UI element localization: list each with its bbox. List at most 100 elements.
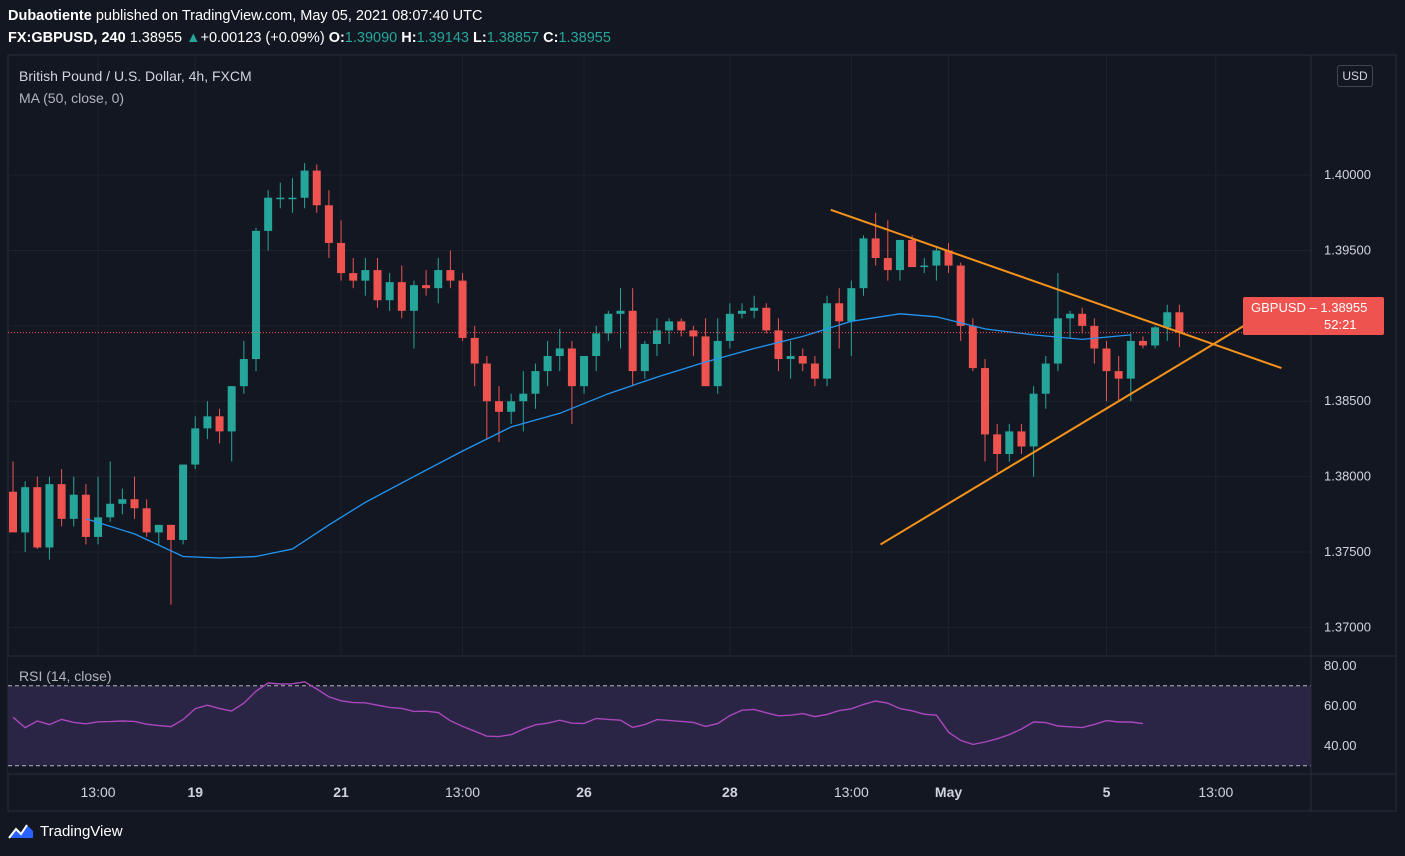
- price-tag-symbol: GBPUSD – 1.38955: [1251, 300, 1368, 315]
- candle: [871, 212, 880, 266]
- candle-body: [713, 340, 722, 387]
- candle: [215, 408, 224, 444]
- candle-body: [689, 330, 698, 337]
- candle: [567, 340, 576, 424]
- candle-body: [252, 230, 260, 360]
- candle-body: [1151, 327, 1160, 346]
- candle-body: [434, 270, 443, 289]
- candle: [847, 280, 856, 357]
- brand[interactable]: TradingView: [8, 822, 123, 840]
- candle-body: [677, 321, 686, 331]
- candle-body: [665, 321, 674, 331]
- candle-body: [1126, 340, 1135, 379]
- candle: [434, 258, 443, 304]
- candle: [835, 288, 844, 349]
- candle-body: [580, 356, 589, 387]
- candle-body: [1053, 318, 1062, 364]
- candle: [920, 258, 929, 274]
- candle-body: [908, 239, 917, 268]
- candle-body: [458, 280, 467, 338]
- candle-body: [1066, 313, 1075, 319]
- candle: [166, 524, 175, 605]
- candle: [45, 476, 54, 560]
- candle-body: [920, 265, 929, 268]
- candle-body: [956, 265, 965, 326]
- candle: [9, 461, 17, 533]
- candle-body: [276, 197, 285, 200]
- candle: [859, 235, 868, 296]
- candle: [1066, 310, 1075, 338]
- candle-body: [1017, 431, 1026, 447]
- chart-title: British Pound / U.S. Dollar, 4h, FXCM: [19, 68, 252, 84]
- candle: [592, 325, 601, 372]
- candle-body: [482, 363, 491, 402]
- candle: [1005, 423, 1014, 462]
- candle-body: [883, 258, 892, 271]
- change-up-icon: ▲: [186, 30, 201, 46]
- candle-body: [324, 205, 333, 243]
- time-tick-label: 13:00: [834, 784, 869, 800]
- rsi-line: [12, 681, 1144, 746]
- candle-body: [1102, 348, 1111, 372]
- close-label: C:: [543, 30, 559, 46]
- candle: [373, 258, 382, 308]
- candle: [21, 481, 30, 553]
- rsi-band: [8, 685, 1311, 766]
- candle: [324, 190, 333, 259]
- candle-body: [798, 356, 807, 364]
- candle-body: [1029, 393, 1038, 447]
- price-tick-label: 1.37500: [1324, 544, 1371, 559]
- candle-body: [264, 197, 273, 231]
- candle-body: [968, 325, 977, 369]
- candle: [738, 303, 746, 319]
- candle: [993, 423, 1002, 473]
- candle-body: [738, 310, 746, 314]
- candle-body: [944, 250, 953, 266]
- candle-body: [1114, 371, 1123, 379]
- candle-body: [701, 336, 710, 387]
- candle-body: [33, 487, 42, 548]
- candle: [154, 524, 163, 545]
- candle-body: [823, 303, 832, 379]
- candle-body: [640, 343, 649, 372]
- candle-body: [288, 197, 297, 200]
- publisher-name[interactable]: Dubaotiente: [8, 8, 92, 24]
- candle-body: [81, 494, 90, 537]
- candle-body: [57, 484, 66, 519]
- candle-body: [725, 313, 734, 341]
- candle-body: [567, 348, 576, 387]
- candle-body: [762, 307, 771, 331]
- candle: [725, 303, 734, 349]
- candle-body: [337, 242, 346, 274]
- time-tick-label: 26: [576, 784, 592, 800]
- time-tick-label: 21: [333, 784, 349, 800]
- candle-body: [981, 368, 989, 435]
- candle: [312, 164, 321, 213]
- candle-body: [932, 250, 941, 266]
- candle: [1126, 333, 1135, 402]
- candle: [397, 265, 406, 319]
- candle: [385, 273, 394, 311]
- candle-body: [628, 310, 637, 372]
- candle-body: [422, 285, 431, 289]
- low-value: 1.38857: [486, 30, 540, 46]
- candle: [604, 310, 613, 341]
- time-tick-label: 13:00: [1198, 784, 1233, 800]
- candle: [1151, 325, 1160, 349]
- candle-body: [166, 524, 175, 540]
- candle-body: [1175, 312, 1184, 333]
- candle: [1114, 356, 1123, 402]
- currency-button[interactable]: USD: [1337, 65, 1373, 87]
- price-change: +0.00123 (+0.09%): [200, 30, 325, 46]
- candle: [677, 318, 686, 337]
- candle-body: [1138, 340, 1147, 346]
- candle-body: [21, 487, 30, 533]
- candle: [470, 325, 479, 387]
- candle: [482, 356, 491, 439]
- candle: [555, 328, 564, 372]
- candle: [665, 318, 674, 344]
- candle-body: [1078, 313, 1087, 326]
- candle: [652, 318, 661, 357]
- rsi-tick-label: 40.00: [1324, 738, 1357, 753]
